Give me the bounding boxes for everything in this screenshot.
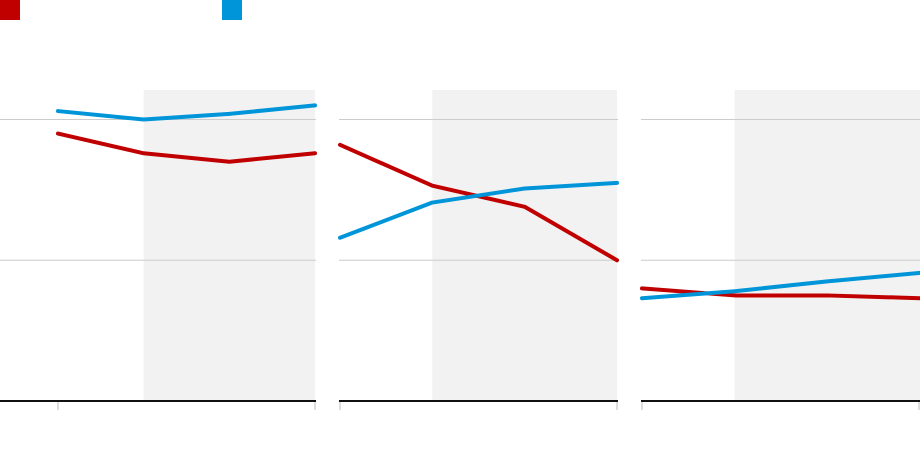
legend-item-series-a bbox=[0, 0, 28, 20]
series-line-red-panel-1 bbox=[56, 131, 317, 164]
series-line-blue-panel-1 bbox=[56, 103, 317, 122]
panel-3 bbox=[640, 90, 920, 410]
panel-2 bbox=[338, 90, 619, 410]
panel-1 bbox=[0, 90, 317, 410]
shaded-region-3 bbox=[734, 90, 920, 401]
legend-item-series-b bbox=[222, 0, 250, 20]
series-line-blue-panel-2 bbox=[338, 180, 619, 240]
series-line-blue-panel-3 bbox=[640, 270, 920, 301]
legend-swatch-red bbox=[0, 0, 20, 20]
legend-swatch-blue bbox=[222, 0, 242, 20]
shaded-region-1 bbox=[143, 90, 315, 401]
legend bbox=[0, 0, 920, 24]
shaded-region-2 bbox=[432, 90, 617, 401]
series-line-red-panel-3 bbox=[640, 286, 920, 301]
